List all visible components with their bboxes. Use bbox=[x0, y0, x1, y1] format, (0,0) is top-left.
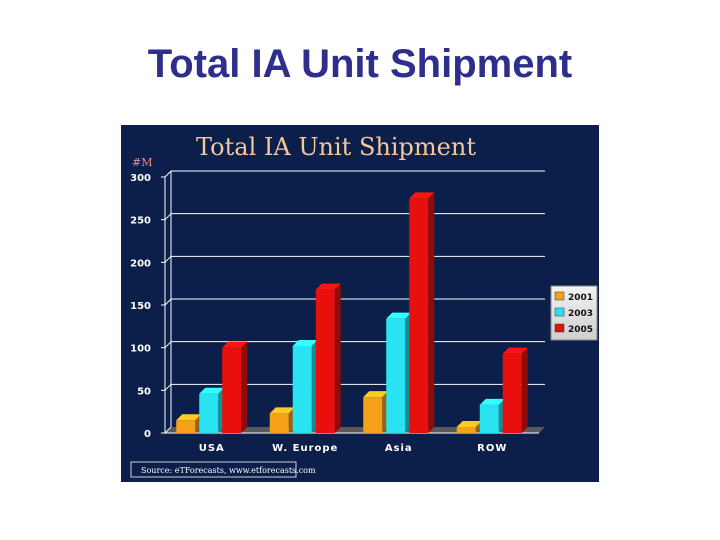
unit-label: #M bbox=[132, 156, 152, 169]
bars bbox=[176, 192, 528, 433]
legend-label-2003: 2003 bbox=[568, 309, 593, 319]
bar-w-europe-2005 bbox=[315, 289, 335, 433]
y-tick-connector bbox=[164, 383, 172, 391]
bar-row-2005-side bbox=[521, 347, 528, 433]
bar-asia-2005-side bbox=[428, 192, 435, 433]
bar-asia-2001-top bbox=[363, 391, 389, 398]
chart-panel: Total IA Unit Shipment #M 0 50 100 150 200 25… bbox=[121, 125, 599, 482]
legend-swatch-2001 bbox=[554, 291, 565, 301]
bar-usa-2005 bbox=[222, 347, 242, 433]
bar-w-europe-2003 bbox=[292, 345, 312, 433]
y-tick-label: 100 bbox=[130, 344, 151, 355]
bar-chart: Total IA Unit Shipment #M 0 50 100 150 200 25… bbox=[130, 133, 598, 478]
bar-row-2003-top bbox=[479, 398, 505, 405]
bar-usa-2003 bbox=[199, 393, 219, 433]
x-tick-label: ROW bbox=[477, 443, 507, 454]
y-tick-connector bbox=[164, 298, 172, 306]
bar-asia-2005-top bbox=[409, 192, 435, 199]
bar-w-europe-2005-top bbox=[315, 283, 341, 290]
chart-title: Total IA Unit Shipment bbox=[196, 133, 476, 161]
x-tick-label: Asia bbox=[385, 443, 413, 454]
bar-row-2003 bbox=[479, 404, 499, 433]
legend: 2001 2003 2005 bbox=[550, 285, 598, 341]
x-axis: USA W. Europe Asia ROW bbox=[199, 443, 507, 454]
y-tick-connector bbox=[164, 170, 172, 178]
bar-row-2001-top bbox=[456, 421, 482, 428]
y-tick-label: 250 bbox=[130, 216, 151, 227]
legend-swatch-2003 bbox=[554, 307, 565, 317]
legend-label-2001: 2001 bbox=[568, 293, 593, 303]
bar-usa-2003-top bbox=[199, 387, 225, 394]
y-tick-label: 200 bbox=[130, 258, 151, 269]
source-box bbox=[130, 461, 297, 478]
bar-row-2001 bbox=[456, 427, 476, 433]
legend-swatch-2005 bbox=[554, 323, 565, 333]
slide-title: Total IA Unit Shipment bbox=[147, 42, 573, 86]
y-tick-label: 50 bbox=[137, 386, 151, 397]
x-tick-label: USA bbox=[199, 443, 225, 454]
y-tick-label: 150 bbox=[130, 301, 151, 312]
plot-floor bbox=[165, 427, 545, 433]
y-tick-connector bbox=[164, 426, 172, 434]
y-tick-label: 0 bbox=[144, 429, 151, 440]
bar-w-europe-2001 bbox=[269, 413, 289, 433]
bar-asia-2003-top bbox=[386, 312, 412, 319]
bar-w-europe-2005-side bbox=[334, 283, 341, 433]
bar-usa-2005-top bbox=[222, 341, 248, 348]
bar-row-2005 bbox=[502, 353, 522, 433]
bar-asia-2003 bbox=[386, 318, 406, 433]
bar-asia-2001 bbox=[363, 397, 383, 433]
bar-w-europe-2001-top bbox=[269, 407, 295, 414]
bar-w-europe-2003-top bbox=[292, 339, 318, 346]
legend-label-2005: 2005 bbox=[568, 325, 593, 335]
bar-asia-2005 bbox=[409, 198, 429, 433]
bar-usa-2001 bbox=[176, 420, 196, 433]
bar-row-2005-top bbox=[502, 347, 528, 354]
y-tick-connector bbox=[164, 213, 172, 221]
bar-usa-2005-side bbox=[241, 341, 248, 433]
bar-usa-2001-top bbox=[176, 414, 202, 421]
y-axis: 0 50 100 150 200 250 300 bbox=[130, 170, 539, 440]
source-note: Source: eTForecasts, www.etforecasts.com bbox=[141, 466, 316, 475]
x-tick-label: W. Europe bbox=[272, 443, 338, 454]
y-tick-connector bbox=[164, 255, 172, 263]
y-tick-connector bbox=[164, 341, 172, 349]
y-tick-label: 300 bbox=[130, 173, 151, 184]
